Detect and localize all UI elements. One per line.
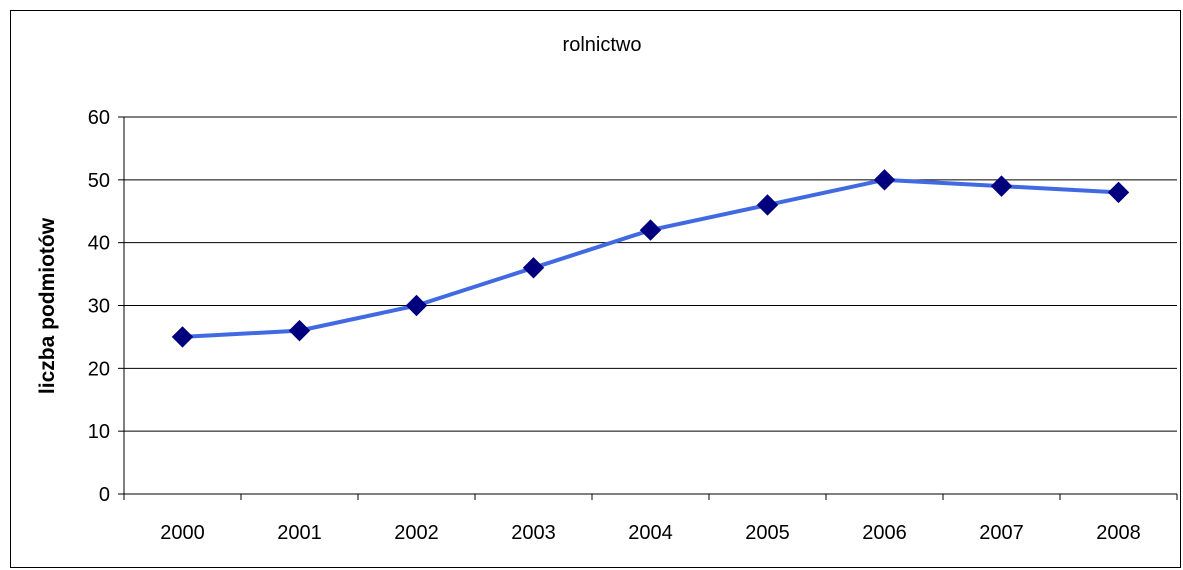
- gridlines: [124, 116, 1177, 432]
- y-tick-label: 30: [88, 296, 110, 318]
- y-tick-label: 60: [88, 107, 110, 129]
- data-point-2006: [873, 169, 896, 191]
- x-tick-label: 2000: [160, 522, 205, 544]
- x-tick-label: 2007: [979, 522, 1024, 544]
- data-point-2000: [171, 326, 194, 348]
- x-tick-label: 2008: [1096, 522, 1141, 544]
- y-tick-label: 50: [88, 170, 110, 192]
- y-tick-label: 20: [88, 358, 110, 380]
- chart-frame: [10, 10, 1181, 568]
- series-group: [171, 169, 1130, 348]
- x-tick-label: 2006: [862, 522, 907, 544]
- x-tick-label: 2002: [394, 522, 439, 544]
- chart-title: rolnictwo: [563, 34, 642, 56]
- x-tick-labels: 2000 2001 2002 2003 2004 2005 2006 2007 2008: [160, 522, 1141, 544]
- y-tick-label: 0: [99, 484, 110, 506]
- y-tick-labels: 0 10 20 30 40 50 60: [88, 107, 110, 506]
- y-axis-label: liczba podmiotów: [36, 217, 59, 394]
- data-point-2008: [1107, 181, 1130, 204]
- x-tick-label: 2005: [745, 522, 790, 544]
- x-tick-label: 2001: [277, 522, 322, 544]
- data-point-2007: [990, 175, 1013, 197]
- axes: [118, 116, 1178, 500]
- series-line: [182, 177, 1119, 339]
- data-point-2001: [288, 319, 311, 342]
- data-point-2004: [639, 219, 662, 241]
- data-point-2005: [756, 194, 779, 216]
- y-tick-label: 40: [88, 233, 110, 255]
- x-tick-label: 2003: [511, 522, 556, 544]
- y-tick-label: 10: [88, 421, 110, 443]
- data-point-2003: [522, 257, 545, 279]
- x-tick-label: 2004: [628, 522, 673, 544]
- data-point-2002: [405, 294, 428, 317]
